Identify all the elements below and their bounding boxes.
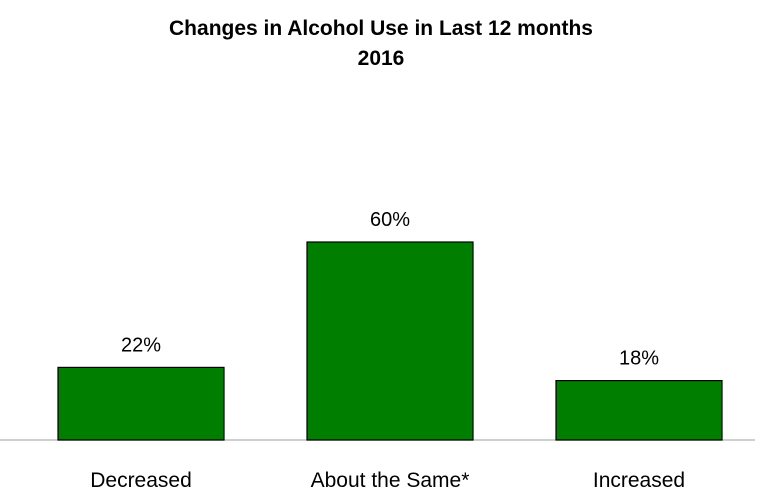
category-label-2: Increased [593,469,685,492]
bar-2 [555,380,723,441]
category-label-1: About the Same* [311,469,470,492]
data-label-1: 60% [370,209,410,231]
chart-subtitle: 2016 [357,47,405,70]
chart-title: Changes in Alcohol Use in Last 12 months [169,17,593,40]
data-label-2: 18% [619,348,659,370]
category-label-0: Decreased [90,469,192,492]
bar-0 [57,366,225,441]
data-label-0: 22% [121,334,161,356]
bar-1 [306,241,474,441]
chart-title-block: Changes in Alcohol Use in Last 12 months… [0,14,762,74]
